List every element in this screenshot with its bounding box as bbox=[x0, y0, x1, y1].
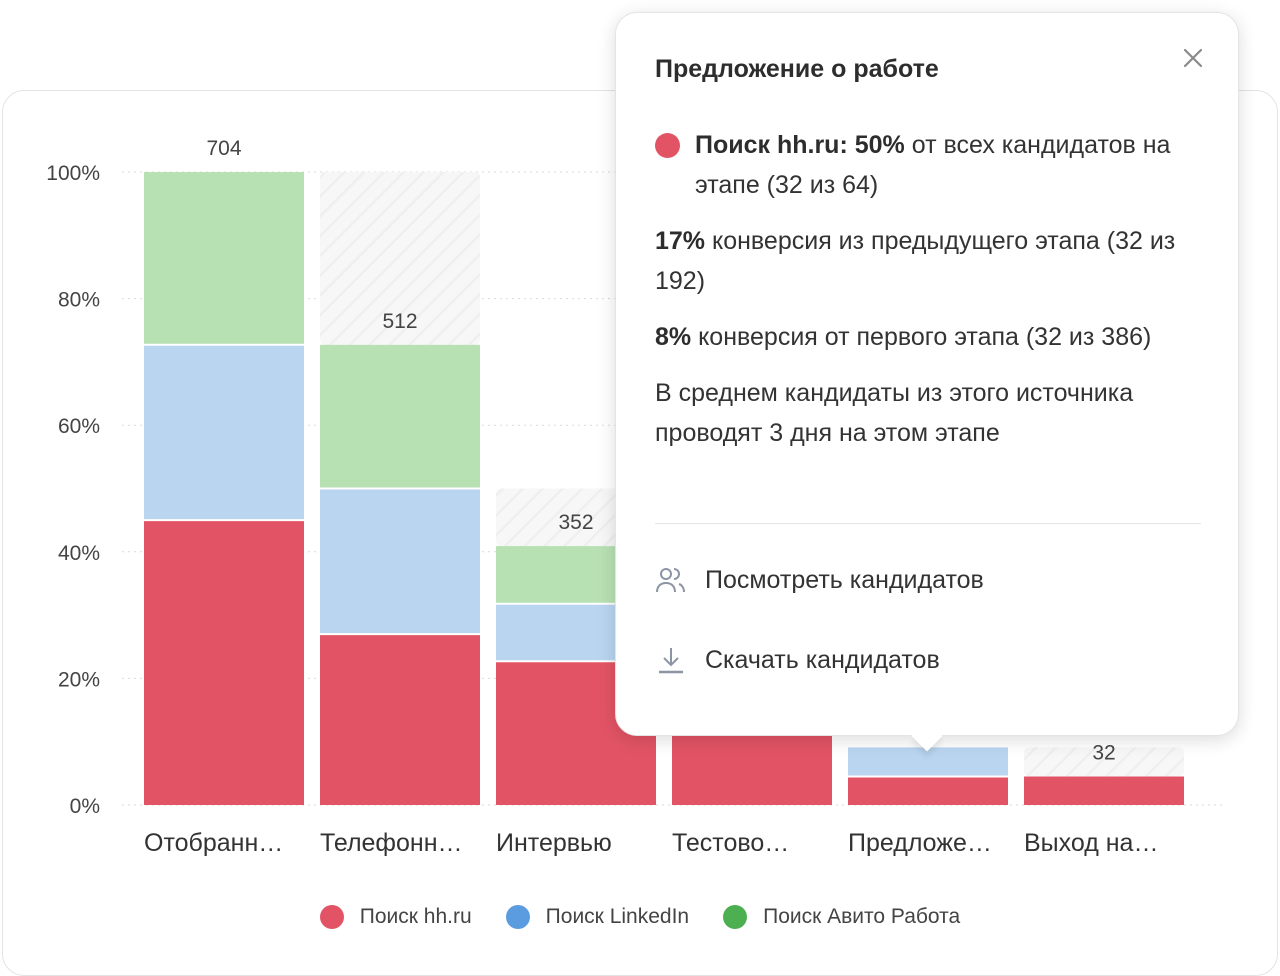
bar-group: 704 Отобранн… bbox=[144, 137, 304, 857]
bar-total-label: 704 bbox=[206, 137, 241, 160]
dropoff-hatch bbox=[320, 172, 480, 345]
prev-conversion-text: 17% конверсия из предыдущего этапа (32 и… bbox=[655, 221, 1205, 301]
first-conversion-desc: конверсия от первого этапа (32 из 386) bbox=[691, 323, 1152, 351]
dropoff-hatch bbox=[1024, 747, 1184, 777]
y-tick-label: 60% bbox=[58, 415, 100, 438]
bar-segment-1 bbox=[320, 634, 480, 805]
bar-group: 512 Телефонн… bbox=[320, 172, 480, 857]
bar-segment-2 bbox=[144, 344, 304, 521]
source-share-desc: от всех кандидатов на этапе (32 из 64) bbox=[695, 131, 1171, 199]
close-icon[interactable] bbox=[1178, 43, 1208, 73]
y-tick-label: 40% bbox=[58, 542, 100, 565]
legend-item-hh[interactable]: Поиск hh.ru bbox=[319, 905, 472, 929]
legend: Поиск hh.ru Поиск LinkedIn Поиск Авито Р… bbox=[0, 905, 1280, 929]
legend-label: Поиск LinkedIn bbox=[545, 905, 690, 928]
bar-segment-2 bbox=[848, 747, 1008, 777]
avg-time-text: В среднем кандидаты из этого источника п… bbox=[655, 379, 1134, 447]
stage-tooltip: Предложение о работе Поиск hh.ru: 50% от… bbox=[615, 12, 1239, 752]
bar-total-label: 352 bbox=[558, 511, 593, 534]
legend-item-avito[interactable]: Поиск Авито Работа bbox=[723, 905, 960, 929]
bar-group: 32 Выход на… bbox=[1024, 742, 1184, 857]
x-category-label: Интервью bbox=[496, 829, 612, 857]
download-candidates-label: Скачать кандидатов bbox=[705, 645, 940, 674]
bar-base bbox=[1024, 799, 1184, 805]
y-tick-label: 0% bbox=[70, 795, 100, 818]
legend-label: Поиск Авито Работа bbox=[763, 905, 961, 928]
y-tick-label: 100% bbox=[46, 162, 100, 185]
legend-dot bbox=[319, 905, 344, 929]
x-category-label: Предложе… bbox=[848, 829, 992, 857]
view-candidates-label: Посмотреть кандидатов bbox=[705, 565, 984, 594]
legend-label: Поиск hh.ru bbox=[359, 905, 472, 928]
bar-segment-3 bbox=[320, 344, 480, 489]
download-candidates-button[interactable]: Скачать кандидатов bbox=[655, 645, 940, 675]
users-icon bbox=[656, 568, 685, 593]
legend-dot bbox=[723, 905, 748, 929]
x-category-label: Тестово… bbox=[672, 829, 789, 857]
prev-conversion-desc: конверсия из предыдущего этапа (32 из 19… bbox=[655, 227, 1176, 295]
y-tick-label: 20% bbox=[58, 668, 100, 691]
bar-base bbox=[320, 799, 480, 805]
legend-dot bbox=[505, 905, 530, 929]
x-category-label: Выход на… bbox=[1024, 829, 1158, 857]
source-share-text: Поиск hh.ru: 50% от всех кандидатов на э… bbox=[655, 125, 1205, 205]
divider bbox=[655, 523, 1201, 524]
download-icon bbox=[659, 648, 683, 674]
prev-conversion-value: 17% bbox=[655, 227, 706, 255]
bar-total-label: 512 bbox=[382, 310, 417, 333]
bar-base bbox=[672, 799, 832, 805]
tooltip-title: Предложение о работе bbox=[655, 55, 939, 83]
legend-item-linkedin[interactable]: Поиск LinkedIn bbox=[505, 905, 690, 929]
bar-base bbox=[848, 799, 1008, 805]
source-share-value: Поиск hh.ru: 50% bbox=[695, 131, 905, 159]
first-conversion-text: 8% конверсия от первого этапа (32 из 386… bbox=[655, 317, 1205, 357]
y-tick-label: 80% bbox=[58, 289, 100, 312]
bar-base bbox=[496, 799, 656, 805]
bar-base bbox=[144, 799, 304, 805]
bar-group: Предложе… bbox=[848, 747, 1008, 857]
first-conversion-value: 8% bbox=[655, 323, 692, 351]
bar-segment-2 bbox=[320, 488, 480, 635]
source-dot bbox=[655, 133, 680, 158]
view-candidates-button[interactable]: Посмотреть кандидатов bbox=[655, 565, 984, 595]
x-category-label: Телефонн… bbox=[320, 829, 463, 857]
bar-total-label: 32 bbox=[1092, 742, 1115, 765]
bar-segment-3 bbox=[144, 172, 304, 345]
x-category-label: Отобранн… bbox=[144, 829, 283, 857]
bar-segment-1 bbox=[144, 520, 304, 805]
